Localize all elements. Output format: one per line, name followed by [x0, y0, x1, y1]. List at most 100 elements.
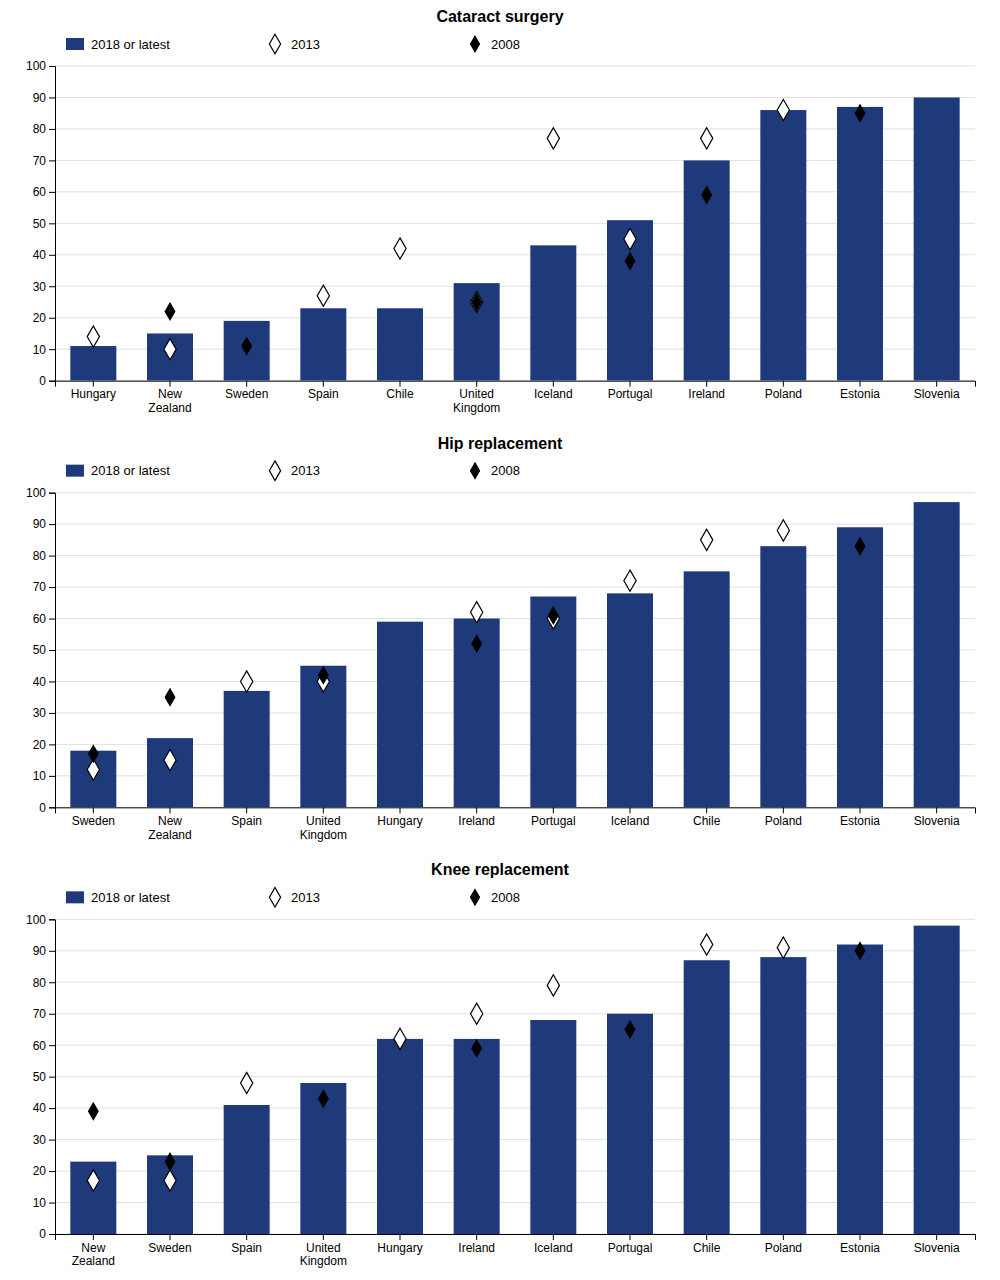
- tick-mark: [49, 66, 55, 67]
- legend-marker: [471, 36, 480, 52]
- x-tick: UnitedKingdom: [300, 807, 347, 841]
- grid-line: [55, 97, 975, 98]
- x-tick: NewZealand: [72, 1234, 115, 1268]
- tick-label: 80: [33, 976, 47, 990]
- legend-label: 2008: [491, 463, 520, 478]
- y-tick: 40: [33, 248, 55, 262]
- marker: [549, 607, 559, 624]
- x-tick: Ireland: [458, 807, 495, 828]
- tick-label: 0: [39, 374, 46, 388]
- tick-mark: [49, 1171, 55, 1172]
- bar: [70, 1162, 116, 1234]
- bar: [147, 738, 193, 807]
- y-tick: 70: [33, 154, 55, 168]
- marker: [701, 128, 713, 149]
- tick-mark: [706, 1234, 707, 1240]
- tick-label: Portugal: [608, 387, 653, 401]
- tick-mark: [476, 807, 477, 813]
- y-tick: 80: [33, 976, 55, 990]
- y-tick: 50: [33, 1070, 55, 1084]
- legend-marker: [269, 888, 280, 908]
- x-tick: Poland: [765, 1234, 802, 1255]
- x-tick: Slovenia: [914, 381, 960, 402]
- x-tick: Ireland: [458, 1234, 495, 1255]
- tick-label: 90: [33, 944, 47, 958]
- y-axis: 0102030405060708090100: [26, 486, 56, 815]
- bar: [914, 502, 960, 807]
- tick-label: Slovenia: [914, 387, 960, 401]
- marker: [472, 294, 482, 311]
- tick-mark: [49, 97, 55, 98]
- bar: [914, 926, 960, 1234]
- tick-label: Iceland: [534, 1241, 573, 1255]
- legend-marker: [471, 463, 480, 479]
- tick-mark: [49, 1077, 55, 1078]
- tick-mark: [49, 381, 55, 382]
- y-tick: 0: [39, 801, 55, 815]
- marker: [624, 570, 636, 591]
- legend-marker: [471, 890, 480, 906]
- tick-mark: [706, 807, 707, 813]
- x-tick: Estonia: [840, 1234, 880, 1255]
- marker: [547, 128, 559, 149]
- tick-mark: [170, 1234, 171, 1240]
- y-tick: 30: [33, 706, 55, 720]
- bar: [454, 1039, 500, 1234]
- marker: [777, 99, 789, 120]
- x-tick: Chile: [693, 807, 721, 828]
- plot-area: 0102030405060708090100SwedenNewZealandSp…: [26, 486, 976, 842]
- x-tick: Slovenia: [914, 807, 960, 828]
- tick-mark: [936, 807, 937, 813]
- x-tick: Chile: [386, 381, 414, 402]
- tick-label: UnitedKingdom: [453, 387, 500, 415]
- legend-label: 2018 or latest: [91, 463, 170, 478]
- tick-mark: [49, 1234, 55, 1235]
- bar: [377, 308, 423, 380]
- bar: [684, 160, 730, 380]
- y-tick: 90: [33, 517, 55, 531]
- tick-label: Portugal: [531, 814, 576, 828]
- y-tick: 80: [33, 549, 55, 563]
- tick-label: Slovenia: [914, 1241, 960, 1255]
- bar: [300, 666, 346, 808]
- bar-series: [70, 97, 959, 380]
- y-tick: 30: [33, 280, 55, 294]
- marker: [241, 671, 253, 692]
- marker-series: [87, 520, 789, 780]
- bar: [760, 110, 806, 381]
- tick-label: 60: [33, 185, 47, 199]
- tick-mark: [49, 919, 55, 920]
- bar: [454, 619, 500, 808]
- tick-label: 0: [39, 801, 46, 815]
- marker-series: [87, 99, 789, 359]
- axis-line: [56, 381, 976, 387]
- legend-label: 2013: [291, 37, 320, 52]
- tick-label: 40: [33, 1101, 47, 1115]
- bar: [377, 622, 423, 808]
- bar: [607, 1014, 653, 1234]
- marker: [701, 529, 713, 550]
- tick-label: Poland: [765, 387, 802, 401]
- x-tick: Sweden: [72, 807, 115, 828]
- tick-label: 10: [33, 343, 47, 357]
- tick-label: Estonia: [840, 814, 880, 828]
- y-tick: 50: [33, 643, 55, 657]
- y-tick: 40: [33, 675, 55, 689]
- legend-label: 2008: [491, 890, 520, 905]
- marker: [394, 1028, 406, 1049]
- x-tick: Iceland: [611, 807, 650, 828]
- marker: [472, 635, 482, 652]
- tick-mark: [49, 349, 55, 350]
- tick-mark: [323, 807, 324, 813]
- legend: 2018 or latest20132008: [66, 888, 520, 908]
- marker: [242, 338, 252, 355]
- tick-mark: [49, 192, 55, 193]
- marker: [164, 750, 176, 771]
- tick-label: NewZealand: [148, 387, 191, 415]
- marker: [777, 520, 789, 541]
- tick-label: Sweden: [72, 814, 115, 828]
- tick-mark: [553, 1234, 554, 1240]
- axis-line: [56, 1235, 976, 1241]
- x-tick: Estonia: [840, 381, 880, 402]
- y-tick: 50: [33, 217, 55, 231]
